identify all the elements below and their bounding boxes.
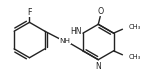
- Text: NH: NH: [59, 38, 70, 44]
- Text: CH₃: CH₃: [128, 24, 141, 30]
- Text: O: O: [97, 7, 103, 16]
- Text: N: N: [95, 62, 101, 71]
- Text: CH₃: CH₃: [128, 54, 141, 60]
- Text: F: F: [27, 8, 32, 17]
- Text: HN: HN: [70, 27, 82, 36]
